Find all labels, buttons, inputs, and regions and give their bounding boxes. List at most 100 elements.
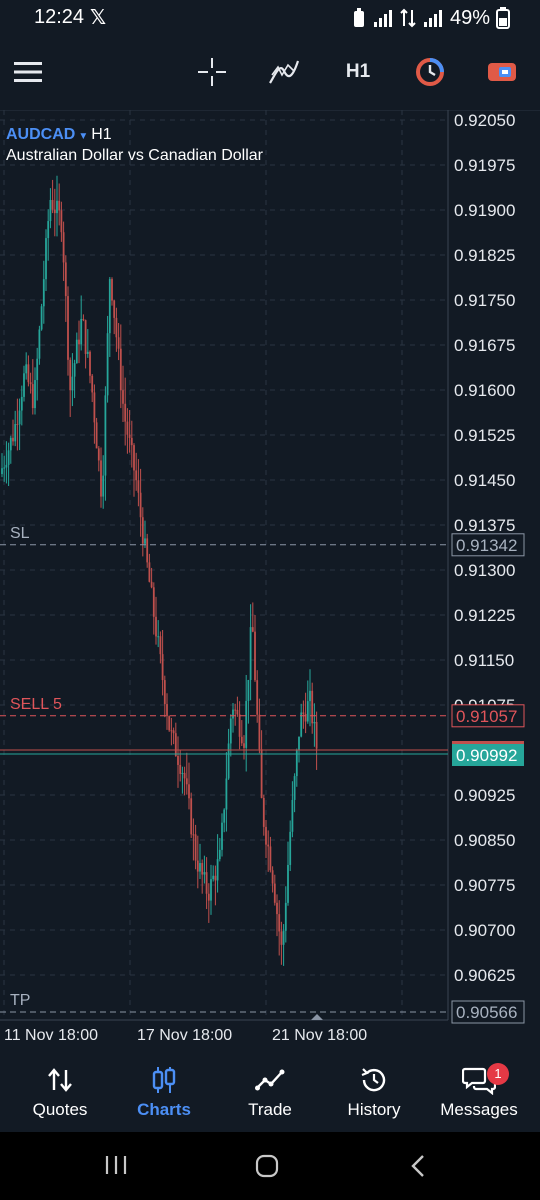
candle-body <box>221 822 223 850</box>
price-label: 0.91225 <box>454 606 515 625</box>
nav-history-label: History <box>347 1100 401 1119</box>
candle-body <box>58 200 61 211</box>
candle-body <box>51 199 54 210</box>
candle-body <box>18 410 21 425</box>
candle-body <box>234 709 237 711</box>
candle-body <box>45 238 47 280</box>
trade-line-icon <box>255 1069 285 1091</box>
candle-body <box>280 931 283 945</box>
indicators-icon <box>269 60 300 84</box>
candle-body <box>133 445 135 471</box>
candle-body <box>179 764 182 774</box>
candle-body <box>7 450 10 465</box>
tp-price-box <box>451 1000 525 1024</box>
chart-shift-marker <box>311 1014 323 1020</box>
candle-body <box>302 712 305 714</box>
recent-apps-icon[interactable] <box>104 1154 128 1176</box>
home-icon[interactable] <box>255 1154 279 1178</box>
candle-body <box>229 718 232 744</box>
candle-body <box>100 460 102 497</box>
one-click-trading-icon <box>416 58 444 86</box>
bid-price-label: 0.90992 <box>456 746 517 765</box>
candle-body <box>157 636 160 638</box>
price-label: 0.91525 <box>454 426 515 445</box>
candle-body <box>137 480 140 493</box>
candle-body <box>271 870 274 884</box>
candle-body <box>91 375 94 393</box>
candle-body <box>80 318 83 345</box>
candle-body <box>313 721 316 724</box>
price-label: 0.90775 <box>454 876 515 895</box>
candle-body <box>174 733 177 757</box>
candle-body <box>62 232 65 263</box>
battery-saver-icon <box>353 8 364 27</box>
nav-quotes[interactable]: Quotes <box>6 1064 114 1128</box>
candle-body <box>185 778 188 785</box>
price-label: 0.92050 <box>454 111 515 130</box>
candle-body <box>73 363 76 377</box>
indicators-button[interactable] <box>260 48 308 96</box>
candle-body <box>159 636 162 655</box>
candle-body <box>3 467 6 469</box>
nav-messages[interactable]: Messages 1 <box>425 1063 533 1128</box>
crosshair-button[interactable] <box>188 48 236 96</box>
candle-body <box>199 863 201 872</box>
trade-button[interactable] <box>478 48 526 96</box>
candle-body <box>315 721 318 749</box>
price-label: 0.91825 <box>454 246 515 265</box>
price-label: 0.91750 <box>454 291 515 310</box>
candle-body <box>251 627 254 632</box>
candle-body <box>265 826 267 845</box>
candle-body <box>311 690 314 724</box>
time-label: 11 Nov 18:00 <box>4 1027 98 1044</box>
candle-body <box>27 364 30 383</box>
candle-body <box>306 701 309 722</box>
price-label: 0.90925 <box>454 786 515 805</box>
timeframe-button[interactable]: H1 <box>345 61 371 82</box>
candle-body <box>223 809 226 823</box>
candle-body <box>232 709 234 719</box>
candle-body <box>247 679 250 701</box>
candle-body <box>155 616 157 637</box>
candle-body <box>273 883 276 903</box>
candle-body <box>5 464 8 468</box>
candle-body <box>216 859 219 881</box>
candle-body <box>20 396 23 411</box>
candle-body <box>113 300 116 318</box>
nav-history[interactable]: History <box>320 1064 428 1128</box>
nav-charts[interactable]: Charts <box>110 1064 218 1128</box>
candle-body <box>49 199 52 222</box>
candle-body <box>141 517 144 544</box>
menu-button[interactable] <box>4 48 52 96</box>
hamburger-menu-icon <box>14 62 42 82</box>
sl-price-box <box>451 533 525 557</box>
signal-icon <box>373 10 392 27</box>
battery-percent: 49% <box>449 6 490 29</box>
symbol-name: AUDCAD <box>6 126 76 143</box>
price-label: 0.90625 <box>454 966 515 985</box>
nav-charts-label: Charts <box>137 1100 191 1119</box>
status-time: 12:24 <box>34 6 85 28</box>
trade-panel-icon <box>488 63 516 81</box>
price-chart[interactable]: 0.92050 0.91975 0.91900 0.91825 0.91750 0.916… <box>0 110 540 1162</box>
price-label: 0.90850 <box>454 831 515 850</box>
back-icon[interactable] <box>408 1154 428 1178</box>
candle-body <box>291 799 294 832</box>
candle-body <box>172 730 175 734</box>
one-click-trading-button[interactable] <box>406 48 454 96</box>
nav-trade[interactable]: Trade <box>216 1064 324 1128</box>
candle-body <box>122 390 124 404</box>
candle-body <box>256 680 259 715</box>
candle-body <box>214 875 217 881</box>
price-label: 0.91375 <box>454 516 515 535</box>
candle-body <box>194 834 197 861</box>
time-label: 17 Nov 18:00 <box>137 1027 232 1044</box>
candle-body <box>67 296 69 360</box>
candle-body <box>227 743 230 779</box>
symbol-selector[interactable]: AUDCAD ▼ H1 <box>6 126 112 144</box>
candle-body <box>276 902 278 915</box>
nav-messages-label: Messages <box>440 1100 518 1119</box>
price-label: 0.91150 <box>454 651 514 670</box>
price-label: 0.91900 <box>454 201 515 220</box>
candle-body <box>183 772 186 779</box>
